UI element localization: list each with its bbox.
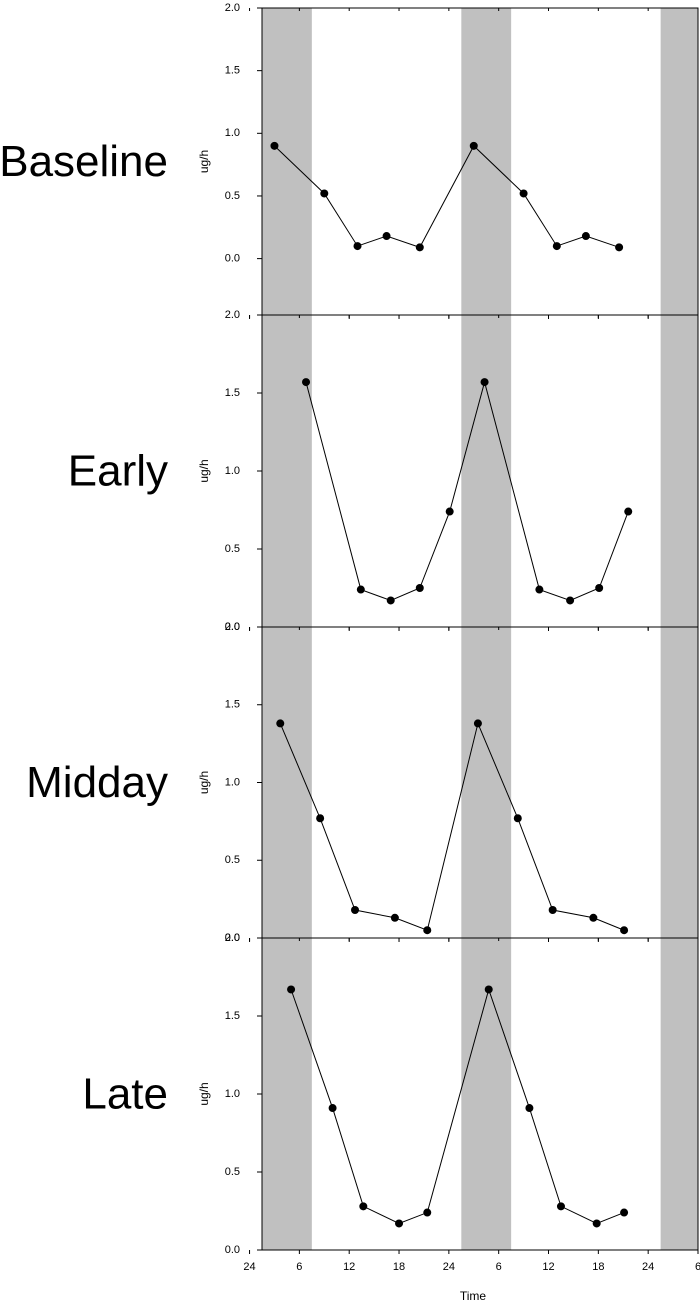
y-axis-label: ug/h xyxy=(197,771,211,794)
x-tick-label: 24 xyxy=(243,1261,255,1273)
data-point xyxy=(316,814,325,823)
x-tick-label: 24 xyxy=(443,1261,455,1273)
data-point xyxy=(382,232,391,241)
data-point xyxy=(359,1202,368,1211)
y-tick-label: 0.0 xyxy=(225,253,240,265)
y-tick-label: 1.0 xyxy=(225,776,240,788)
shaded-band xyxy=(461,938,512,1250)
shaded-band xyxy=(660,315,698,627)
series-line xyxy=(279,721,625,931)
shaded-band xyxy=(262,938,312,1250)
shaded-band xyxy=(461,8,512,315)
shaded-band xyxy=(660,8,698,315)
x-axis-label: Time xyxy=(460,1289,487,1303)
y-tick-label: 1.5 xyxy=(225,387,240,399)
data-point xyxy=(423,926,432,935)
data-point xyxy=(535,585,544,594)
y-tick-label: 0.5 xyxy=(225,543,240,555)
data-point xyxy=(595,584,604,592)
data-point xyxy=(328,1104,337,1113)
panel-label: Late xyxy=(82,1070,168,1119)
x-tick-label: 12 xyxy=(343,1261,355,1273)
y-tick-label: 1.0 xyxy=(225,465,240,477)
y-tick-label: 0.5 xyxy=(225,1166,240,1178)
data-point xyxy=(513,814,522,823)
data-point xyxy=(480,378,489,387)
y-tick-label: 0.5 xyxy=(225,190,240,202)
y-tick-label: 1.0 xyxy=(225,1088,240,1100)
x-tick-label: 6 xyxy=(695,1261,700,1273)
y-tick-label: 2.0 xyxy=(225,621,240,633)
series-line xyxy=(290,987,625,1225)
data-point xyxy=(415,243,424,252)
data-point xyxy=(469,141,478,150)
data-point xyxy=(624,507,633,516)
y-tick-label: 2.0 xyxy=(225,932,240,944)
data-point xyxy=(351,906,360,915)
data-point xyxy=(620,1208,629,1217)
data-point xyxy=(519,189,528,198)
data-point xyxy=(566,596,575,605)
x-tick-label: 6 xyxy=(296,1261,302,1273)
y-axis-label: ug/h xyxy=(197,1082,211,1105)
data-point xyxy=(589,913,598,922)
data-point xyxy=(386,596,395,605)
data-point xyxy=(525,1104,534,1113)
y-tick-label: 1.5 xyxy=(225,699,240,711)
x-tick-label: 18 xyxy=(393,1261,405,1273)
y-axis-label: ug/h xyxy=(197,150,211,173)
y-tick-label: 1.0 xyxy=(225,127,240,139)
x-tick-label: 12 xyxy=(542,1261,554,1273)
y-tick-label: 0.0 xyxy=(225,932,240,944)
data-point xyxy=(473,719,482,728)
data-point xyxy=(620,926,629,935)
x-tick-label: 24 xyxy=(642,1261,654,1273)
shaded-band xyxy=(660,627,698,938)
data-point xyxy=(390,913,399,922)
x-tick-label: 18 xyxy=(592,1261,604,1273)
y-tick-label: 0.5 xyxy=(225,854,240,866)
x-tick-label: 6 xyxy=(496,1261,502,1273)
data-point xyxy=(415,584,424,592)
series-line xyxy=(274,145,620,248)
y-axis-label: ug/h xyxy=(197,459,211,482)
y-tick-label: 2.0 xyxy=(225,309,240,321)
data-point xyxy=(548,906,557,915)
shaded-band xyxy=(262,627,312,938)
data-point xyxy=(270,141,279,150)
y-tick-label: 1.5 xyxy=(225,1010,240,1022)
data-point xyxy=(445,507,454,516)
data-point xyxy=(353,242,362,251)
y-tick-label: 2.0 xyxy=(225,2,240,14)
panel-label: Midday xyxy=(26,758,168,807)
shaded-band xyxy=(262,8,312,315)
data-point xyxy=(395,1219,404,1228)
data-point xyxy=(484,985,493,994)
data-point xyxy=(592,1219,601,1228)
data-point xyxy=(423,1208,432,1217)
data-point xyxy=(552,242,561,251)
shaded-band xyxy=(461,315,512,627)
shaded-band xyxy=(660,938,698,1250)
data-point xyxy=(556,1202,565,1211)
data-point xyxy=(276,719,285,728)
shaded-band xyxy=(461,627,512,938)
y-tick-label: 1.5 xyxy=(225,65,240,77)
shaded-band xyxy=(262,315,312,627)
data-point xyxy=(581,232,590,241)
panel-label: Baseline xyxy=(0,137,168,186)
series-line xyxy=(305,380,629,602)
data-point xyxy=(356,585,365,594)
data-point xyxy=(615,243,624,252)
data-point xyxy=(320,189,329,198)
data-point xyxy=(287,985,296,994)
y-tick-label: 0.0 xyxy=(225,1244,240,1256)
panel-label: Early xyxy=(68,447,168,496)
data-point xyxy=(302,378,311,387)
y-tick-label: 0.0 xyxy=(225,621,240,633)
